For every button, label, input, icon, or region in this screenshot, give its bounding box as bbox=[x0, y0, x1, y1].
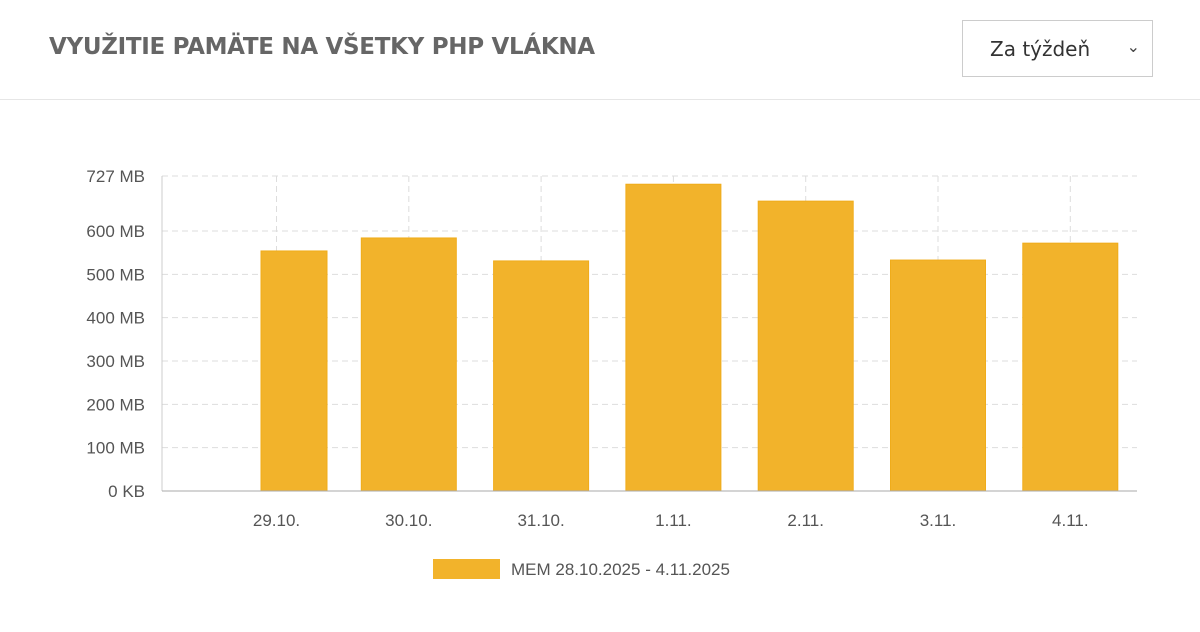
panel-header: VYUŽITIE PAMÄTE NA VŠETKY PHP VLÁKNA Za … bbox=[0, 0, 1200, 100]
y-tick-label: 727 MB bbox=[86, 167, 145, 186]
y-tick-label: 600 MB bbox=[86, 222, 145, 241]
bar bbox=[757, 200, 854, 492]
bar bbox=[260, 250, 328, 492]
y-tick-label: 0 KB bbox=[108, 482, 145, 501]
chevron-down-icon: ⌄ bbox=[1126, 37, 1140, 56]
x-tick-label: 30.10. bbox=[385, 511, 432, 530]
y-tick-label: 300 MB bbox=[86, 352, 145, 371]
x-tick-label: 2.11. bbox=[787, 511, 824, 530]
y-tick-label: 100 MB bbox=[86, 439, 145, 458]
bar bbox=[493, 260, 590, 492]
bar bbox=[625, 183, 722, 492]
y-tick-label: 400 MB bbox=[86, 309, 145, 328]
page-title: VYUŽITIE PAMÄTE NA VŠETKY PHP VLÁKNA bbox=[49, 34, 595, 60]
bar bbox=[360, 237, 457, 492]
x-tick-label: 1.11. bbox=[655, 511, 692, 530]
bar bbox=[890, 259, 986, 492]
period-select-value: Za týždeň bbox=[990, 36, 1091, 61]
bar bbox=[1022, 242, 1119, 492]
x-tick-label: 31.10. bbox=[517, 511, 564, 530]
legend-swatch bbox=[433, 559, 500, 579]
x-tick-label: 29.10. bbox=[253, 511, 300, 530]
legend-label: MEM 28.10.2025 - 4.11.2025 bbox=[511, 560, 730, 579]
memory-bar-chart: 0 KB 100 MB 200 MB 300 MB 400 MB 500 MB 600 MB… bbox=[86, 167, 1137, 579]
period-select[interactable]: Za týždeň ⌄ bbox=[962, 20, 1153, 77]
x-tick-label: 4.11. bbox=[1052, 511, 1089, 530]
y-tick-label: 200 MB bbox=[86, 395, 145, 414]
x-tick-label: 3.11. bbox=[920, 511, 957, 530]
y-tick-label: 500 MB bbox=[86, 265, 145, 284]
